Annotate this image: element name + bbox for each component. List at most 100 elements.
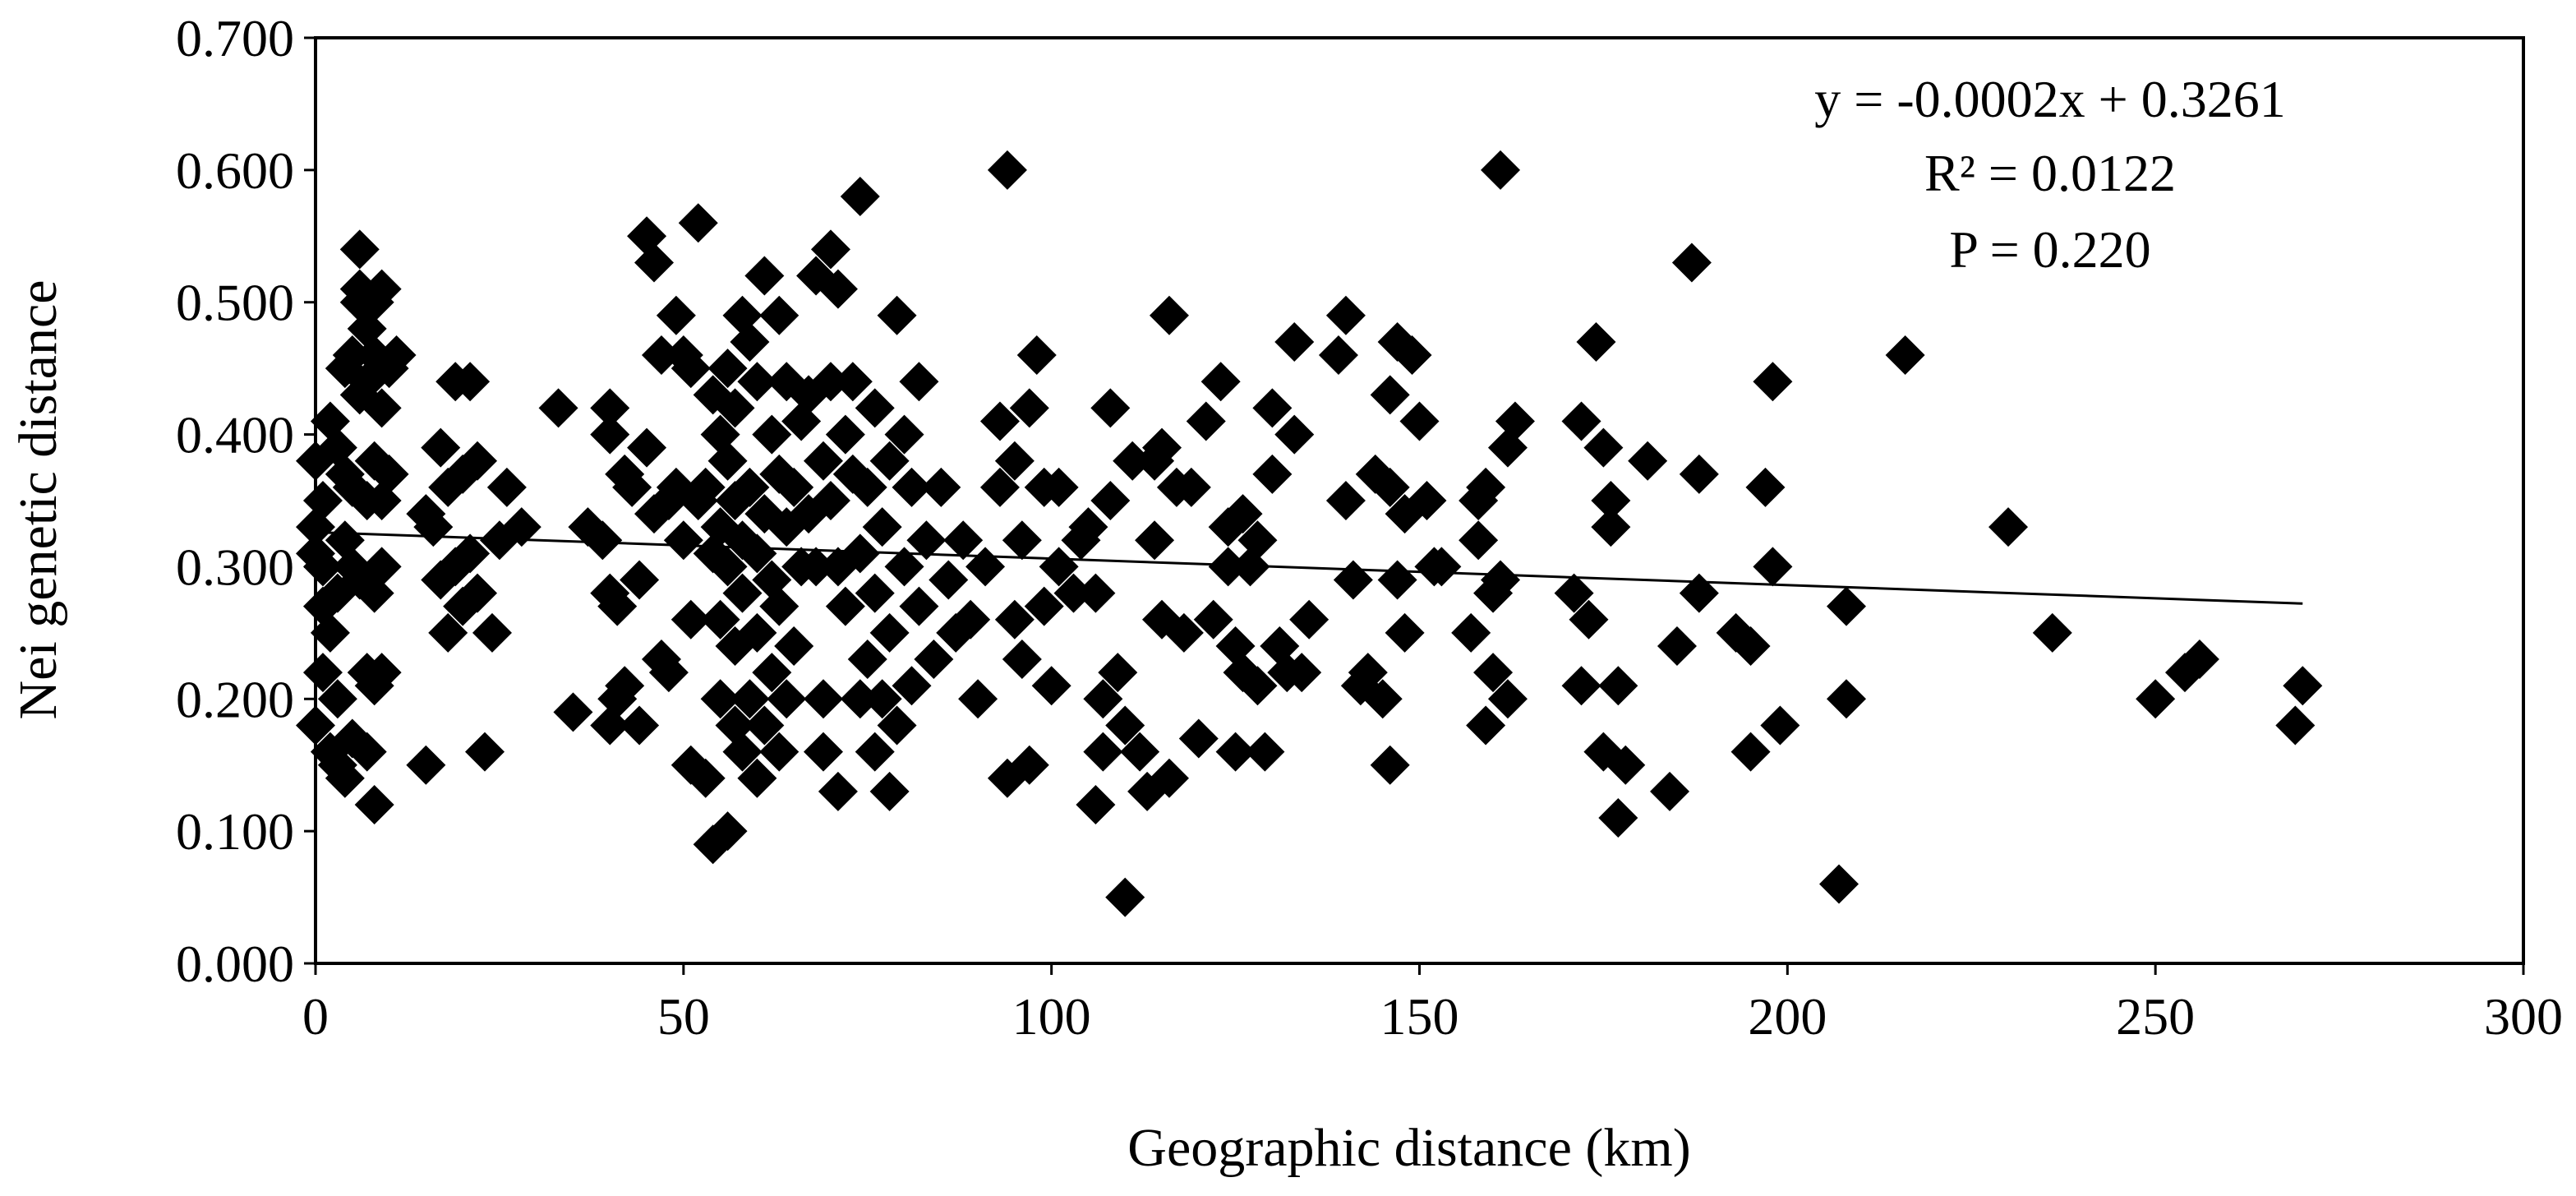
data-point bbox=[847, 467, 887, 507]
data-point bbox=[670, 599, 711, 640]
data-point bbox=[685, 758, 726, 798]
data-point bbox=[1171, 467, 1211, 507]
y-tick-label: 0.100 bbox=[176, 802, 294, 861]
data-point bbox=[730, 321, 770, 362]
data-point bbox=[458, 573, 498, 613]
data-point bbox=[1002, 520, 1042, 561]
data-point bbox=[1628, 441, 1668, 481]
data-point bbox=[1407, 481, 1447, 520]
data-point bbox=[1252, 454, 1293, 494]
data-point bbox=[590, 388, 630, 428]
data-point bbox=[1466, 705, 1506, 746]
data-point bbox=[1031, 666, 1071, 706]
data-point bbox=[825, 414, 865, 455]
data-point bbox=[1083, 732, 1123, 772]
data-point bbox=[906, 520, 947, 561]
data-point bbox=[1053, 573, 1094, 613]
data-point bbox=[376, 335, 417, 376]
data-point bbox=[1561, 401, 1601, 441]
data-point bbox=[685, 467, 726, 507]
data-point bbox=[1730, 732, 1771, 772]
data-point bbox=[825, 586, 865, 626]
data-point bbox=[899, 362, 939, 402]
data-point bbox=[1753, 547, 1793, 587]
data-point bbox=[1422, 547, 1462, 587]
x-axis: 0 50 100 150 200 250 300 bbox=[302, 963, 2563, 1046]
data-point bbox=[869, 771, 910, 811]
data-point bbox=[810, 481, 850, 520]
data-point bbox=[707, 547, 748, 587]
data-point bbox=[1466, 467, 1506, 507]
data-point bbox=[369, 454, 409, 494]
x-tick-label: 250 bbox=[2116, 987, 2195, 1046]
data-point bbox=[670, 349, 711, 389]
data-point bbox=[1399, 401, 1440, 441]
data-point bbox=[840, 679, 880, 719]
data-points bbox=[296, 150, 2323, 917]
data-point bbox=[774, 626, 814, 666]
data-point bbox=[707, 441, 748, 481]
data-point bbox=[296, 705, 335, 746]
data-point bbox=[855, 388, 895, 428]
x-tick-label: 200 bbox=[1748, 987, 1827, 1046]
data-point bbox=[958, 679, 998, 719]
data-point bbox=[737, 612, 777, 653]
data-point bbox=[1591, 481, 1631, 520]
data-point bbox=[362, 388, 402, 428]
data-point bbox=[1753, 362, 1793, 402]
data-point bbox=[832, 362, 873, 402]
data-point bbox=[1186, 401, 1226, 441]
data-point bbox=[1657, 626, 1697, 666]
data-point bbox=[1554, 573, 1594, 613]
data-point bbox=[347, 732, 387, 772]
data-point bbox=[994, 441, 1035, 481]
data-point bbox=[818, 269, 858, 309]
data-point bbox=[1090, 481, 1131, 520]
data-point bbox=[1200, 362, 1241, 402]
data-point bbox=[620, 560, 660, 600]
y-tick-label: 0.000 bbox=[176, 935, 294, 993]
data-point bbox=[840, 177, 880, 217]
data-point bbox=[804, 732, 844, 772]
data-point bbox=[1215, 732, 1256, 772]
data-point bbox=[1370, 745, 1410, 785]
data-point bbox=[501, 507, 541, 547]
data-point bbox=[2275, 705, 2316, 746]
data-point bbox=[1583, 427, 1624, 468]
data-point bbox=[899, 586, 939, 626]
data-point bbox=[1598, 666, 1638, 706]
data-point bbox=[302, 653, 343, 693]
data-point bbox=[715, 388, 755, 428]
data-point bbox=[1142, 427, 1182, 468]
data-point bbox=[1164, 612, 1204, 653]
data-point bbox=[759, 586, 800, 626]
data-point bbox=[597, 586, 638, 626]
data-point bbox=[1068, 507, 1108, 547]
data-point bbox=[855, 732, 895, 772]
data-point bbox=[1002, 640, 1042, 680]
data-point bbox=[700, 679, 740, 719]
data-point bbox=[1252, 388, 1293, 428]
data-point bbox=[1178, 718, 1219, 759]
data-point bbox=[1274, 414, 1315, 455]
data-point bbox=[1370, 467, 1410, 507]
data-point bbox=[847, 640, 887, 680]
data-point bbox=[317, 679, 357, 719]
data-point bbox=[620, 705, 660, 746]
x-tick-label: 150 bbox=[1380, 987, 1459, 1046]
data-point bbox=[362, 653, 402, 693]
data-point bbox=[1325, 295, 1366, 335]
data-point bbox=[730, 467, 770, 507]
data-point bbox=[663, 520, 703, 561]
data-point bbox=[1237, 520, 1278, 561]
data-point bbox=[1098, 653, 1138, 693]
data-point bbox=[1885, 335, 1925, 376]
data-point bbox=[1598, 798, 1638, 838]
r-squared-annotation: R² = 0.0122 bbox=[1924, 144, 2176, 202]
data-point bbox=[648, 653, 689, 693]
data-point bbox=[1392, 335, 1432, 376]
data-point bbox=[1745, 467, 1786, 507]
data-point bbox=[1385, 612, 1425, 653]
data-point bbox=[884, 547, 924, 587]
